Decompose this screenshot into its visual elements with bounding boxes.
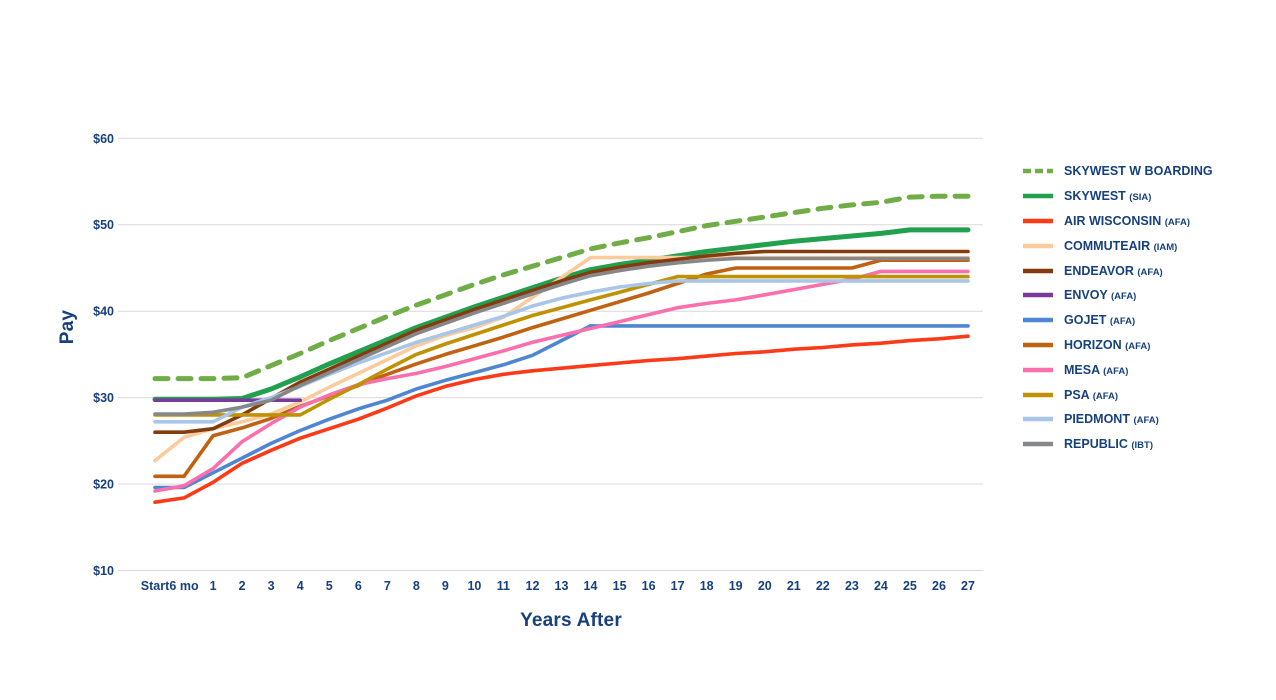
legend-swatch (1023, 169, 1053, 174)
x-tick-label: 25 (903, 579, 917, 593)
x-tick-label: 8 (413, 579, 420, 593)
y-tick-label: $20 (93, 478, 114, 492)
legend-item-piedmont: PIEDMONT (AFA) (1022, 407, 1272, 432)
legend-swatch (1023, 392, 1053, 397)
series-lines (152, 193, 971, 504)
chart-legend: SKYWEST W BOARDING SKYWEST (SIA) AIR WISCO… (1022, 159, 1272, 457)
x-tick-label: 24 (874, 579, 888, 593)
y-tick-label: $60 (93, 132, 114, 146)
x-tick-label: 17 (671, 579, 685, 593)
x-tick-label: 22 (816, 579, 830, 593)
legend-swatch (1023, 367, 1053, 373)
x-tick-label: 16 (642, 579, 656, 593)
legend-swatch (1023, 268, 1053, 273)
legend-item-horizon: HORIZON (AFA) (1022, 333, 1272, 358)
legend-item-union: (AFA) (1103, 365, 1129, 377)
y-axis-title: Pay (57, 309, 78, 345)
legend-swatch (1023, 193, 1053, 199)
series-line-skywest (152, 227, 971, 402)
legend-item-union: (IBT) (1131, 440, 1154, 452)
x-tick-label: 11 (497, 579, 510, 593)
x-tick-label: 19 (729, 579, 743, 593)
legend-item-label: REPUBLIC (IBT) (1064, 437, 1154, 452)
series-line-republic (153, 256, 970, 416)
x-tick-label: 6 (355, 579, 362, 593)
x-tick-label: 1 (210, 579, 217, 593)
legend-item-label: MESA (AFA) (1064, 362, 1129, 377)
y-tick-label: $40 (93, 305, 114, 319)
x-tick-label: 15 (613, 579, 627, 593)
legend-item-label: COMMUTEAIR (IAM) (1064, 238, 1178, 253)
series-line-gojet (153, 324, 970, 490)
legend-item-label: PIEDMONT (AFA) (1064, 412, 1159, 427)
legend-item-gojet: GOJET (AFA) (1022, 308, 1272, 333)
series-line-endeavor (153, 249, 970, 434)
x-tick-label: 13 (555, 579, 569, 593)
x-tick-label: Start (141, 579, 170, 593)
legend-item-commuteair: COMMUTEAIR (IAM) (1022, 233, 1272, 258)
legend-item-union: (AFA) (1164, 216, 1191, 228)
legend-swatch (1023, 218, 1053, 224)
series-line-mesa (153, 269, 970, 493)
legend-item-skywest: SKYWEST (SIA) (1022, 184, 1272, 209)
legend-item-label: ENDEAVOR (AFA) (1064, 263, 1163, 278)
legend-item-air-wisconsin: AIR WISCONSIN (AFA) (1022, 209, 1272, 234)
x-tick-label: 3 (268, 579, 275, 593)
legend-swatch (1023, 243, 1053, 249)
series-line-psa (153, 274, 970, 417)
legend-item-republic: REPUBLIC (IBT) (1022, 432, 1272, 457)
legend-swatch (1023, 342, 1053, 348)
x-tick-label: 12 (526, 579, 540, 593)
legend-item-union: (IAM) (1153, 241, 1178, 253)
legend-item-label: AIR WISCONSIN (AFA) (1064, 213, 1191, 228)
series-line-commuteair (153, 255, 970, 463)
legend-item-label: ENVOY (AFA) (1064, 288, 1137, 303)
legend-swatch (1023, 441, 1053, 447)
legend-item-envoy: ENVOY (AFA) (1022, 283, 1272, 308)
x-tick-label: 20 (758, 579, 772, 593)
legend-item-psa: PSA (AFA) (1022, 382, 1272, 407)
x-tick-label: 6 mo (169, 579, 199, 593)
legend-swatch (1023, 293, 1053, 298)
series-line-air-wisconsin (153, 334, 970, 504)
legend-item-union: (AFA) (1133, 415, 1159, 427)
legend-item-union: (SIA) (1129, 192, 1152, 204)
x-tick-label: 10 (467, 579, 481, 593)
x-tick-label: 14 (584, 579, 598, 593)
x-axis-title: Years After (520, 610, 622, 631)
x-tick-label: 9 (442, 579, 449, 593)
legend-item-union: (AFA) (1111, 291, 1137, 303)
legend-item-union: (AFA) (1109, 316, 1136, 328)
legend-item-mesa: MESA (AFA) (1022, 357, 1272, 382)
x-tick-label: 21 (787, 579, 801, 593)
x-tick-label: 4 (297, 579, 304, 593)
legend-item-union: (AFA) (1137, 266, 1163, 278)
y-tick-label: $10 (93, 564, 114, 578)
x-tick-label: 27 (961, 579, 975, 593)
legend-item-skywest-w-boarding: SKYWEST W BOARDING (1022, 159, 1272, 184)
x-tick-label: 5 (326, 579, 333, 593)
legend-swatch (1023, 417, 1053, 422)
legend-item-label: SKYWEST (SIA) (1064, 189, 1152, 204)
legend-item-label: HORIZON (AFA) (1064, 337, 1151, 352)
legend-item-endeavor: ENDEAVOR (AFA) (1022, 258, 1272, 283)
legend-item-label: PSA (AFA) (1064, 387, 1119, 402)
legend-item-union: (AFA) (1092, 390, 1119, 402)
series-line-horizon (153, 258, 970, 479)
y-tick-label: $50 (93, 218, 114, 232)
legend-swatch (1023, 317, 1053, 323)
x-tick-label: 23 (845, 579, 859, 593)
x-tick-label: 18 (700, 579, 714, 593)
legend-item-label: SKYWEST W BOARDING (1064, 164, 1213, 179)
x-tick-label: 7 (384, 579, 391, 593)
legend-item-label: GOJET (AFA) (1064, 313, 1136, 328)
x-tick-label: 2 (239, 579, 246, 593)
legend-item-union: (AFA) (1125, 340, 1151, 352)
y-tick-label: $30 (93, 391, 114, 405)
series-line-skywest-w-boarding (152, 193, 971, 382)
x-tick-label: 26 (932, 579, 946, 593)
